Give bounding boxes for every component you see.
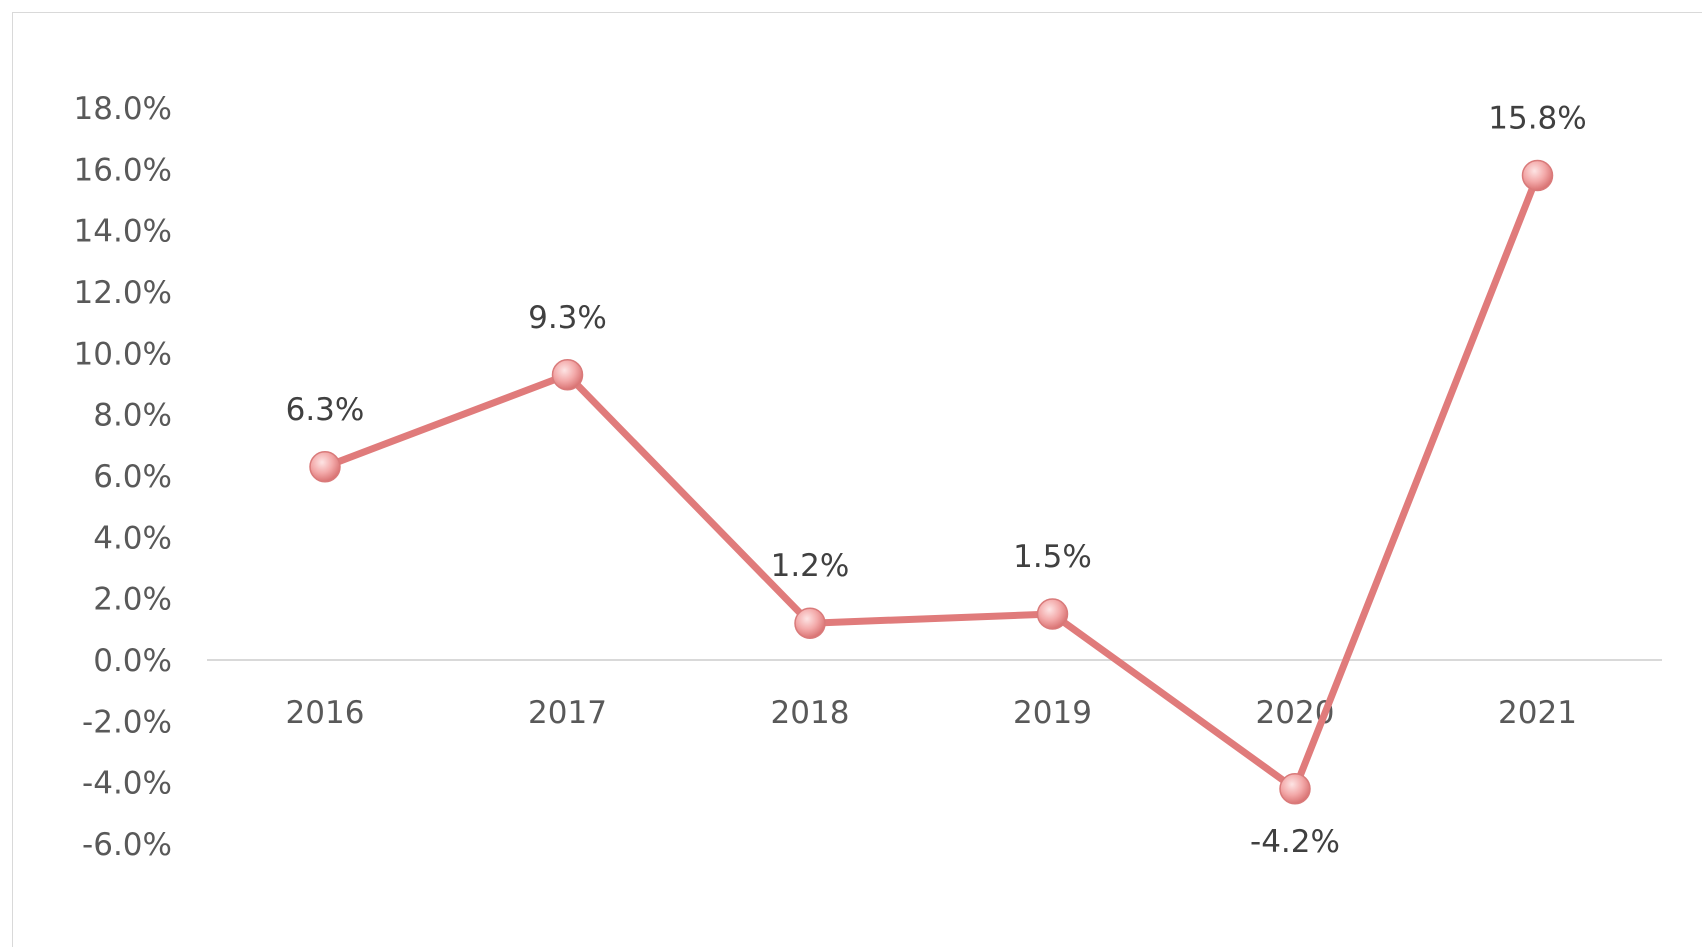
- data-label: 9.3%: [528, 300, 607, 336]
- x-tick-label: 2017: [528, 695, 607, 731]
- data-point-marker: [1521, 159, 1554, 192]
- y-tick-label: 6.0%: [93, 459, 172, 495]
- data-point-marker: [551, 359, 584, 391]
- data-label: 15.8%: [1488, 100, 1586, 136]
- y-tick-label: 14.0%: [74, 214, 172, 250]
- y-tick-label: 12.0%: [74, 275, 172, 311]
- data-point-marker: [309, 451, 341, 483]
- series-line: [321, 171, 1541, 793]
- x-tick-label: 2021: [1498, 695, 1577, 731]
- chart-frame: [12, 12, 1702, 947]
- x-tick-label: 2018: [771, 695, 850, 731]
- x-tick-label: 2019: [1013, 695, 1092, 731]
- data-point-marker: [1036, 598, 1069, 630]
- data-point-marker: [1279, 773, 1311, 805]
- data-label: -4.2%: [1250, 824, 1340, 860]
- x-tick-label: 2016: [286, 695, 365, 731]
- y-tick-label: 2.0%: [93, 582, 172, 618]
- series-polyline: [321, 171, 1541, 793]
- data-label: 1.5%: [1013, 539, 1092, 575]
- y-tick-label: -2.0%: [82, 704, 172, 740]
- y-tick-label: 16.0%: [74, 152, 172, 188]
- data-markers: [309, 159, 1554, 805]
- y-tick-label: 10.0%: [74, 336, 172, 372]
- y-tick-label: 0.0%: [93, 643, 172, 679]
- y-tick-label: -4.0%: [82, 766, 172, 802]
- data-label: 1.2%: [771, 548, 850, 584]
- x-axis: 2016 2017 2018 2019 2020 2021: [286, 695, 1577, 731]
- y-tick-label: -6.0%: [82, 827, 172, 863]
- data-point-marker: [794, 607, 826, 639]
- y-tick-label: 4.0%: [93, 520, 172, 556]
- data-label: 6.3%: [286, 392, 365, 428]
- y-tick-label: 8.0%: [93, 398, 172, 434]
- y-axis: 18.0% 16.0% 14.0% 12.0% 10.0% 8.0% 6.0% 4.0% 2.0…: [74, 91, 172, 863]
- data-labels: 6.3% 9.3% 1.2% 1.5% -4.2% 15.8%: [286, 100, 1587, 859]
- y-tick-label: 18.0%: [74, 91, 172, 127]
